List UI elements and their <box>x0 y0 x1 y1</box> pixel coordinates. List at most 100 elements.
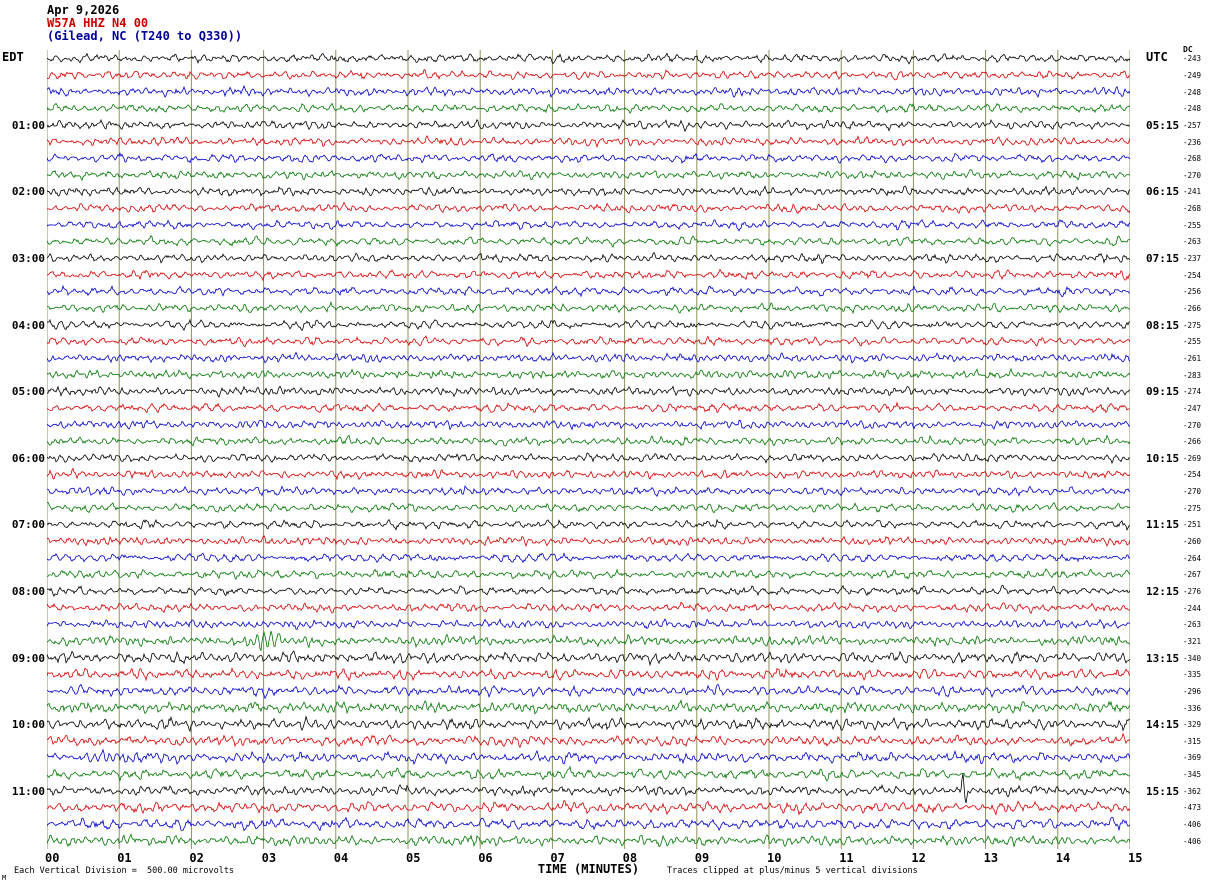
seismo-trace-row-47 <box>47 833 1130 848</box>
dc-value: -236 <box>1183 137 1202 147</box>
right-hour-label: 10:15 <box>1146 451 1180 465</box>
seismo-trace-row-11 <box>47 234 1130 249</box>
dc-value: -261 <box>1183 353 1202 363</box>
header-station: W57A HHZ N4 00 <box>47 16 149 30</box>
x-tick-label: 09 <box>694 851 710 865</box>
x-tick-label: 00 <box>45 851 60 865</box>
dc-value: -270 <box>1183 170 1202 180</box>
left-hour-label: 01:00 <box>11 118 45 132</box>
seismo-trace-row-28 <box>47 518 1130 532</box>
seismo-trace-row-45 <box>47 800 1130 816</box>
dc-value: -263 <box>1183 237 1202 247</box>
seismo-trace-row-43 <box>47 765 1130 782</box>
dc-value: -254 <box>1183 270 1202 280</box>
x-tick-label: 07 <box>550 851 565 865</box>
seismo-trace-row-9 <box>47 201 1130 214</box>
dc-value: -264 <box>1183 553 1202 563</box>
seismo-trace-row-20 <box>47 385 1130 398</box>
x-tick-label: 10 <box>767 851 782 865</box>
dc-value: -335 <box>1183 670 1202 680</box>
left-hour-label: 02:00 <box>11 185 45 199</box>
dc-value: -266 <box>1183 437 1202 447</box>
left-hour-label: 03:00 <box>11 252 45 266</box>
seismo-trace-row-13 <box>47 268 1130 282</box>
seismo-trace-row-6 <box>47 152 1130 164</box>
seismo-trace-row-39 <box>47 699 1130 715</box>
seismo-trace-row-44 <box>47 773 1130 804</box>
left-hour-label: 04:00 <box>11 318 45 332</box>
seismo-trace-row-5 <box>47 135 1130 149</box>
dc-value: -275 <box>1183 503 1202 513</box>
dc-value: -362 <box>1183 786 1202 796</box>
seismo-trace-row-14 <box>47 284 1130 298</box>
x-tick-label: 01 <box>117 851 132 865</box>
seismo-trace-row-18 <box>47 351 1130 364</box>
dc-value: -275 <box>1183 320 1202 330</box>
dc-value: -283 <box>1183 370 1202 380</box>
dc-value: -237 <box>1183 254 1202 264</box>
x-tick-label: 08 <box>622 851 638 865</box>
seismo-trace-row-1 <box>47 69 1130 81</box>
dc-value: -270 <box>1183 487 1202 497</box>
x-axis-title: TIME (MINUTES) <box>537 862 640 876</box>
dc-value: -340 <box>1183 653 1202 663</box>
right-hour-label: 06:15 <box>1146 185 1180 199</box>
x-tick-label: 11 <box>839 851 854 865</box>
dc-value: -406 <box>1183 820 1202 830</box>
left-hour-label: 10:00 <box>11 718 45 732</box>
left-hour-label: 09:00 <box>11 651 45 665</box>
seismo-trace-row-10 <box>47 219 1130 232</box>
left-hour-label: 06:00 <box>11 451 45 465</box>
seismo-trace-row-15 <box>47 300 1130 315</box>
right-timezone-label: UTC <box>1146 50 1168 64</box>
right-hour-label: 08:15 <box>1146 318 1180 332</box>
seismo-trace-row-25 <box>47 467 1130 481</box>
footer-scale-note: Each Vertical Division = 500.00 microvol… <box>14 866 235 876</box>
dc-value: -244 <box>1183 603 1202 613</box>
right-hour-label: 11:15 <box>1146 518 1180 532</box>
right-hour-label: 07:15 <box>1146 252 1180 266</box>
dc-value: -345 <box>1183 770 1202 780</box>
dc-value: -254 <box>1183 470 1202 480</box>
left-hour-label: 07:00 <box>11 518 45 532</box>
left-hour-label: 08:00 <box>11 584 45 598</box>
seismo-trace-row-33 <box>47 601 1130 615</box>
seismo-trace-row-3 <box>47 102 1130 114</box>
x-tick-label: 14 <box>1055 851 1071 865</box>
seismo-trace-row-19 <box>47 367 1130 380</box>
seismo-trace-row-7 <box>47 169 1130 182</box>
seismo-trace-row-24 <box>47 452 1130 465</box>
seismo-trace-row-46 <box>47 816 1130 832</box>
seismo-trace-row-38 <box>47 683 1130 700</box>
dc-offset-header: DC <box>1183 45 1193 54</box>
dc-value: -266 <box>1183 304 1202 313</box>
seismo-trace-row-17 <box>47 335 1130 348</box>
seismo-trace-row-21 <box>47 401 1130 414</box>
dc-value: -268 <box>1183 154 1202 164</box>
dc-value: -248 <box>1183 87 1202 97</box>
dc-value: -276 <box>1183 586 1202 596</box>
x-tick-label: 03 <box>261 851 277 865</box>
right-hour-label: 13:15 <box>1146 651 1180 665</box>
seismo-trace-row-2 <box>47 84 1130 99</box>
seismo-trace-row-32 <box>47 584 1130 598</box>
left-timezone-label: EDT <box>2 50 24 64</box>
seismo-trace-row-0 <box>47 52 1130 65</box>
x-tick-label: 15 <box>1128 851 1143 865</box>
dc-value: -274 <box>1183 387 1202 397</box>
right-hour-label: 09:15 <box>1146 385 1180 399</box>
seismo-trace-row-23 <box>47 434 1130 447</box>
dc-value: -263 <box>1183 620 1202 630</box>
dc-value: -473 <box>1183 803 1202 813</box>
right-hour-label: 12:15 <box>1146 584 1180 598</box>
dc-value: -255 <box>1183 337 1202 347</box>
seismo-trace-row-40 <box>47 715 1130 733</box>
seismo-trace-row-12 <box>47 251 1130 265</box>
header-date: Apr 9,2026 <box>47 3 120 17</box>
seismo-trace-row-41 <box>47 732 1130 749</box>
seismogram-plot <box>47 50 1130 849</box>
x-tick-label: 06 <box>478 851 493 865</box>
x-tick-label: 12 <box>911 851 926 865</box>
seismo-trace-row-34 <box>47 618 1130 630</box>
